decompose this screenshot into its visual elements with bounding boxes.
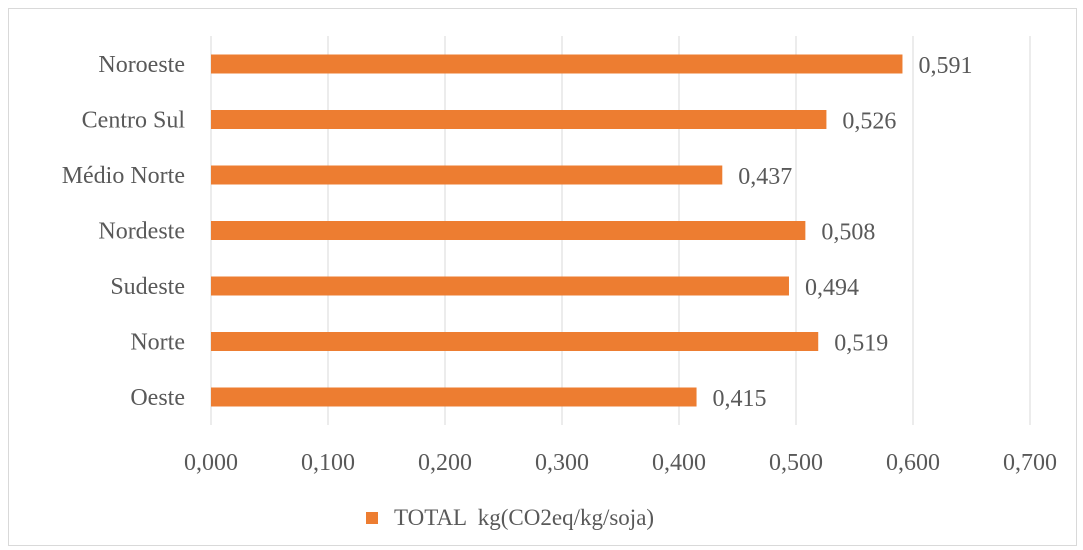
category-label: Centro Sul — [82, 108, 186, 134]
category-label: Médio Norte — [62, 163, 185, 189]
x-tick-label: 0,200 — [418, 450, 472, 476]
legend: TOTAL kg(CO2eq/kg/soja) — [366, 505, 654, 530]
bar — [211, 165, 723, 185]
x-tick-label: 0,700 — [1003, 450, 1057, 476]
bar — [211, 276, 789, 296]
data-label: 0,415 — [713, 386, 767, 412]
category-label: Sudeste — [110, 274, 185, 300]
category-label: Noroeste — [98, 52, 185, 78]
data-label: 0,508 — [821, 220, 875, 246]
x-tick-label: 0,300 — [535, 450, 589, 476]
x-tick-label: 0,000 — [184, 450, 238, 476]
bar — [211, 387, 697, 407]
bar — [211, 110, 827, 129]
x-tick-label: 0,500 — [769, 450, 823, 476]
bar — [211, 332, 819, 351]
x-axis-tick-labels: 0,000 0,100 0,200 0,300 0,400 0,500 0,600 0,700 — [184, 450, 1057, 476]
x-tick-label: 0,100 — [301, 450, 355, 476]
category-label: Oeste — [130, 385, 185, 411]
legend-label: TOTAL kg(CO2eq/kg/soja) — [394, 505, 654, 530]
data-label: 0,437 — [738, 164, 792, 190]
bar — [211, 54, 903, 74]
category-label: Nordeste — [98, 219, 185, 245]
data-label: 0,519 — [834, 331, 888, 357]
data-labels: 0,591 0,526 0,437 0,508 0,494 0,519 0,415 — [713, 53, 973, 412]
category-label: Norte — [130, 330, 185, 356]
bars — [211, 54, 903, 407]
data-label: 0,526 — [842, 109, 896, 135]
data-label: 0,494 — [805, 275, 859, 301]
x-tick-label: 0,400 — [652, 450, 706, 476]
data-label: 0,591 — [918, 53, 972, 79]
bar — [211, 221, 806, 240]
category-labels: Noroeste Centro Sul Médio Norte Nordeste Sud… — [62, 52, 186, 411]
x-tick-label: 0,600 — [886, 450, 940, 476]
legend-swatch — [366, 512, 378, 524]
